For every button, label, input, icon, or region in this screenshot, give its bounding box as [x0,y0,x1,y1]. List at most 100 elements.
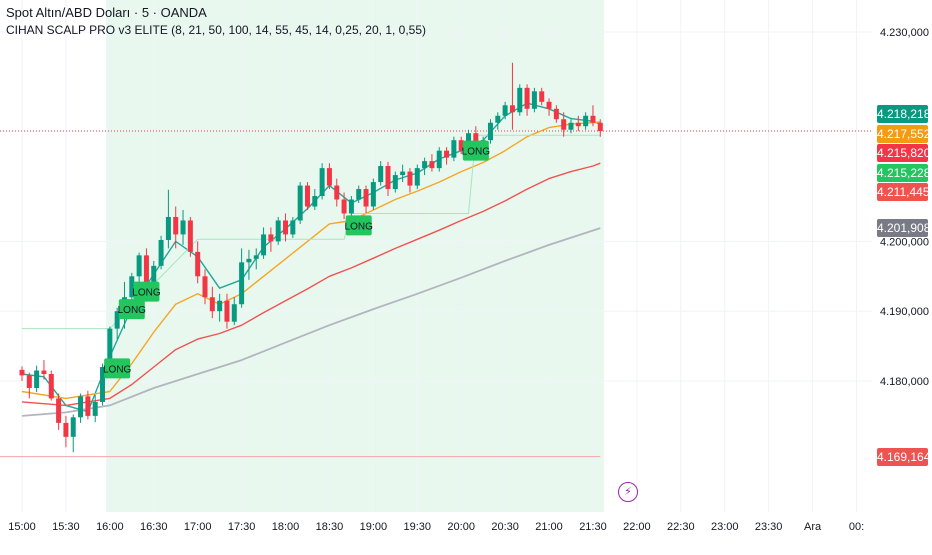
candle-body[interactable] [107,328,113,368]
candle-body[interactable] [253,255,259,259]
candle-body[interactable] [422,161,428,169]
candle-body[interactable] [590,115,596,123]
candle-body[interactable] [173,216,179,235]
candle-body[interactable] [378,166,384,183]
price-tag: 4.215,228 [877,163,931,182]
candle-body[interactable] [143,255,149,284]
candle-body[interactable] [319,168,325,197]
candle-body[interactable] [78,396,84,418]
candle-body[interactable] [429,161,435,169]
candle-body[interactable] [275,220,281,242]
candle-body[interactable] [158,240,164,266]
candle-body[interactable] [217,300,223,312]
candle-body[interactable] [539,91,545,102]
candle-body[interactable] [583,115,589,127]
candle-body[interactable] [56,398,62,423]
lightning-bolt-icon[interactable]: ⚡ [618,482,638,502]
candle-body[interactable] [187,220,193,252]
long-signal-label: LONG [103,364,132,375]
candle-body[interactable] [165,216,171,241]
candle-body[interactable] [597,122,603,132]
candle-body[interactable] [370,182,376,207]
candle-body[interactable] [509,105,515,113]
candle-body[interactable] [568,122,574,130]
candle-body[interactable] [363,189,369,207]
candle-body[interactable] [209,297,215,312]
candle-body[interactable] [524,87,530,109]
candle-body[interactable] [151,265,157,284]
x-axis-label: 15:30 [52,521,80,533]
candle-body[interactable] [444,150,450,158]
candle-body[interactable] [231,304,237,322]
long-signal-box[interactable] [118,299,145,320]
candle-body[interactable] [312,196,318,207]
candle-body[interactable] [268,234,274,242]
candle-body[interactable] [283,220,289,235]
candle-body[interactable] [356,189,362,200]
candle-body[interactable] [407,171,413,186]
candle-body[interactable] [385,166,391,190]
candle-body[interactable] [400,171,406,176]
candle-body[interactable] [34,370,40,388]
symbol-title[interactable]: Spot Altın/ABD Doları · 5 · OANDA [6,5,207,20]
candle-body[interactable] [458,140,464,151]
candle-body[interactable] [487,122,493,141]
candle-body[interactable] [348,199,354,214]
candle-body[interactable] [129,276,135,298]
candle-body[interactable] [553,108,559,120]
x-axis-label: 15:00 [8,521,36,533]
candle-body[interactable] [261,234,267,256]
candle-body[interactable] [224,300,230,322]
x-axis-label: 18:00 [272,521,300,533]
candle-body[interactable] [136,255,142,277]
candle-body[interactable] [392,175,398,190]
candle-body[interactable] [41,370,47,375]
candle-body[interactable] [239,262,245,305]
chart-legend: Spot Altın/ABD Doları · 5 · OANDA CIHAN … [6,4,426,39]
candle-body[interactable] [451,140,457,158]
candle-body[interactable] [63,422,69,437]
candle-body[interactable] [414,168,420,186]
candle-body[interactable] [546,101,552,109]
long-signal-box[interactable] [345,215,372,236]
candle-body[interactable] [575,122,581,127]
candle-body[interactable] [85,396,91,416]
long-signal-box[interactable] [133,281,160,302]
indicator-line-1 [21,121,601,400]
candle-body[interactable] [92,401,98,416]
long-signal-label: LONG [345,221,374,232]
y-axis-label: 4.190,000 [880,306,929,318]
candle-body[interactable] [531,91,537,109]
candle-body[interactable] [26,375,32,388]
candle-body[interactable] [502,105,508,116]
candle-body[interactable] [290,220,296,235]
candle-body[interactable] [334,185,340,200]
long-signal-box[interactable] [104,358,131,379]
candle-body[interactable] [561,119,567,130]
candle-body[interactable] [326,168,332,186]
candle-body[interactable] [304,185,310,207]
candle-body[interactable] [246,258,252,263]
candle-body[interactable] [473,133,479,144]
candle-body[interactable] [195,251,201,277]
candle-body[interactable] [436,150,442,169]
candle-body[interactable] [202,276,208,298]
candle-body[interactable] [297,185,303,221]
candle-body[interactable] [100,367,106,402]
candle-body[interactable] [70,417,76,437]
candle-body[interactable] [48,374,54,399]
indicator-title[interactable]: CIHAN SCALP PRO v3 ELITE (8, 21, 50, 100… [6,23,427,37]
candle-body[interactable] [341,199,347,214]
candle-body[interactable] [517,87,523,113]
bolt-glyph: ⚡ [624,485,632,498]
candle-body[interactable] [180,220,186,235]
long-signal-box[interactable] [462,140,489,161]
candle-body[interactable] [19,369,25,376]
candle-body[interactable] [114,311,120,329]
x-axis-label: 22:30 [667,521,695,533]
x-axis-label: 19:30 [404,521,432,533]
x-axis-label: 20:00 [447,521,475,533]
x-axis-label: 23:30 [755,521,783,533]
candle-body[interactable] [495,115,501,123]
